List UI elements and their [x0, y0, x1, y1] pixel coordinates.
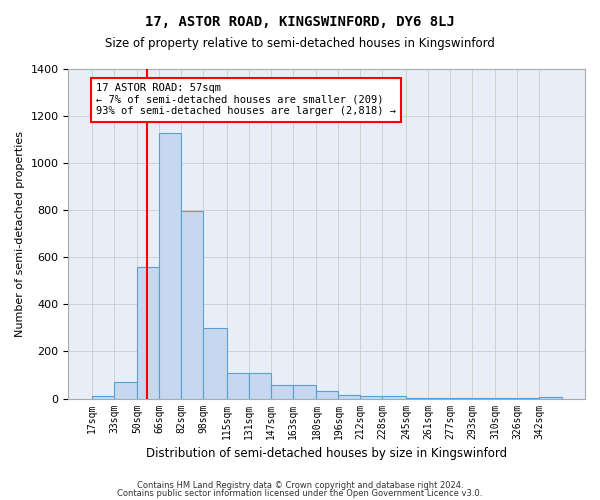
Y-axis label: Number of semi-detached properties: Number of semi-detached properties [15, 131, 25, 337]
Bar [382, 396, 406, 398]
Bar [316, 392, 338, 398]
Bar [203, 328, 227, 398]
X-axis label: Distribution of semi-detached houses by size in Kingswinford: Distribution of semi-detached houses by … [146, 447, 507, 460]
Text: Contains HM Land Registry data © Crown copyright and database right 2024.: Contains HM Land Registry data © Crown c… [137, 480, 463, 490]
Bar [249, 372, 271, 398]
Text: 17, ASTOR ROAD, KINGSWINFORD, DY6 8LJ: 17, ASTOR ROAD, KINGSWINFORD, DY6 8LJ [145, 15, 455, 29]
Bar [137, 266, 160, 398]
Text: Contains public sector information licensed under the Open Government Licence v3: Contains public sector information licen… [118, 489, 482, 498]
Bar [114, 382, 137, 398]
Bar [338, 395, 361, 398]
Text: Size of property relative to semi-detached houses in Kingswinford: Size of property relative to semi-detach… [105, 38, 495, 51]
Bar [227, 372, 249, 398]
Bar [160, 132, 181, 398]
Bar [181, 212, 203, 398]
Bar [361, 396, 382, 398]
Text: 17 ASTOR ROAD: 57sqm
← 7% of semi-detached houses are smaller (209)
93% of semi-: 17 ASTOR ROAD: 57sqm ← 7% of semi-detach… [96, 83, 396, 116]
Bar [92, 396, 114, 398]
Bar [293, 385, 316, 398]
Bar [271, 385, 293, 398]
